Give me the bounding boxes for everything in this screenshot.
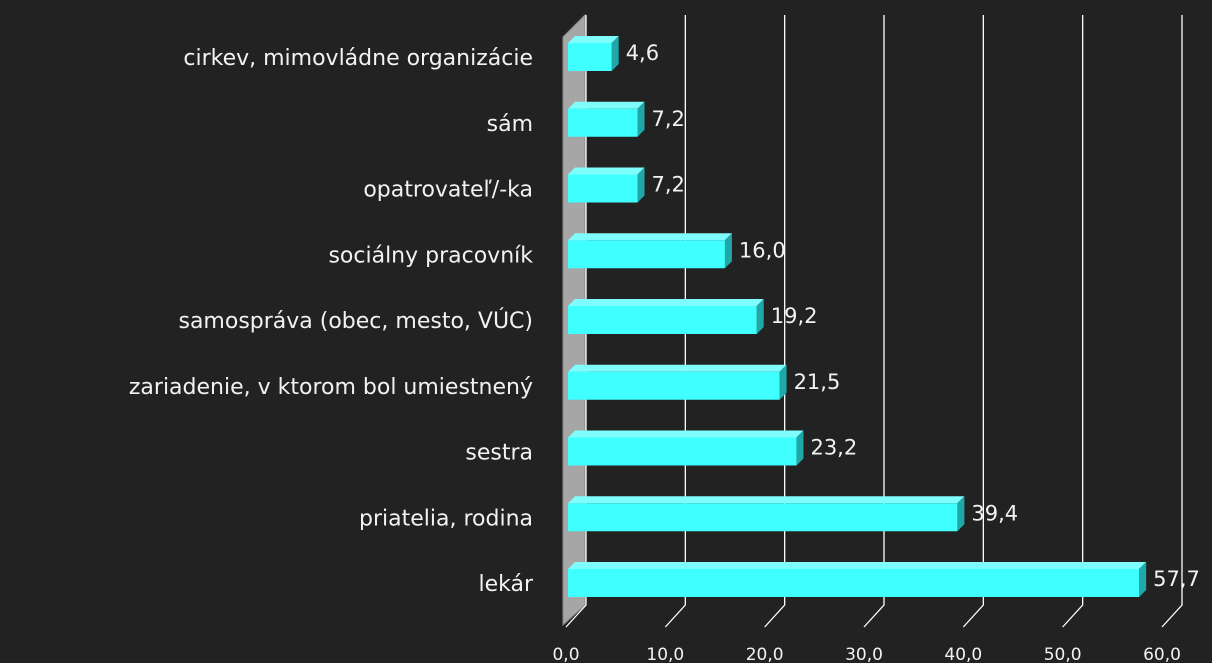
x-tick-label: 10,0 bbox=[646, 645, 684, 663]
bar-top bbox=[568, 101, 645, 109]
bar bbox=[568, 569, 1140, 597]
bar bbox=[568, 437, 797, 466]
category-label: sestra bbox=[465, 441, 533, 466]
value-label: 7,2 bbox=[652, 173, 685, 197]
category-label: samospráva (obec, mesto, VÚC) bbox=[178, 308, 533, 334]
bar-side bbox=[637, 101, 645, 137]
bar-top bbox=[568, 36, 619, 43]
bar-side bbox=[796, 430, 804, 466]
grid-line bbox=[962, 15, 984, 628]
grid-line bbox=[1161, 15, 1183, 628]
bar bbox=[568, 43, 612, 71]
bar bbox=[568, 371, 780, 400]
value-label: 4,6 bbox=[626, 41, 659, 65]
bar-side bbox=[724, 233, 732, 269]
category-label: zariadenie, v ktorom bol umiestnený bbox=[129, 375, 533, 400]
bar-top bbox=[568, 430, 804, 438]
x-tick-label: 20,0 bbox=[746, 645, 784, 663]
value-label: 7,2 bbox=[652, 107, 685, 131]
bar-top bbox=[568, 562, 1147, 569]
bar-side bbox=[957, 496, 965, 532]
grid-line bbox=[565, 15, 587, 628]
value-label: 39,4 bbox=[971, 501, 1018, 525]
bar-top bbox=[568, 299, 764, 306]
bar bbox=[568, 174, 638, 203]
category-label: sociálny pracovník bbox=[328, 243, 533, 268]
bar bbox=[568, 240, 725, 269]
bar-top bbox=[568, 364, 787, 372]
bar-side bbox=[611, 36, 619, 71]
bar bbox=[568, 306, 757, 334]
x-tick-label: 40,0 bbox=[944, 645, 982, 663]
category-label: lekár bbox=[478, 572, 533, 597]
value-label: 19,2 bbox=[771, 304, 818, 328]
grid-line bbox=[764, 15, 786, 628]
bar bbox=[568, 503, 958, 532]
x-tick-label: 50,0 bbox=[1044, 645, 1082, 663]
value-label: 23,2 bbox=[810, 436, 857, 460]
bar-side bbox=[756, 299, 764, 334]
x-tick-label: 60,0 bbox=[1143, 645, 1181, 663]
x-tick-label: 30,0 bbox=[845, 645, 883, 663]
value-label: 16,0 bbox=[739, 238, 786, 262]
bar-side bbox=[779, 364, 787, 400]
category-label: cirkev, mimovládne organizácie bbox=[183, 46, 533, 71]
bar bbox=[568, 108, 638, 137]
bar-top bbox=[568, 496, 965, 504]
grid-line bbox=[664, 15, 686, 628]
bar-side bbox=[637, 167, 645, 203]
category-label: priatelia, rodina bbox=[359, 506, 533, 531]
x-tick-label: 0,0 bbox=[552, 645, 579, 663]
value-label: 21,5 bbox=[794, 370, 841, 394]
bar-side bbox=[1139, 562, 1147, 597]
category-label: sám bbox=[487, 112, 533, 137]
value-label: 57,7 bbox=[1153, 567, 1200, 591]
category-label: opatrovateľ/-ka bbox=[363, 178, 533, 203]
grid-line bbox=[863, 15, 885, 628]
grid-line bbox=[1062, 15, 1084, 628]
bar-top bbox=[568, 167, 645, 175]
bar-top bbox=[568, 233, 732, 241]
